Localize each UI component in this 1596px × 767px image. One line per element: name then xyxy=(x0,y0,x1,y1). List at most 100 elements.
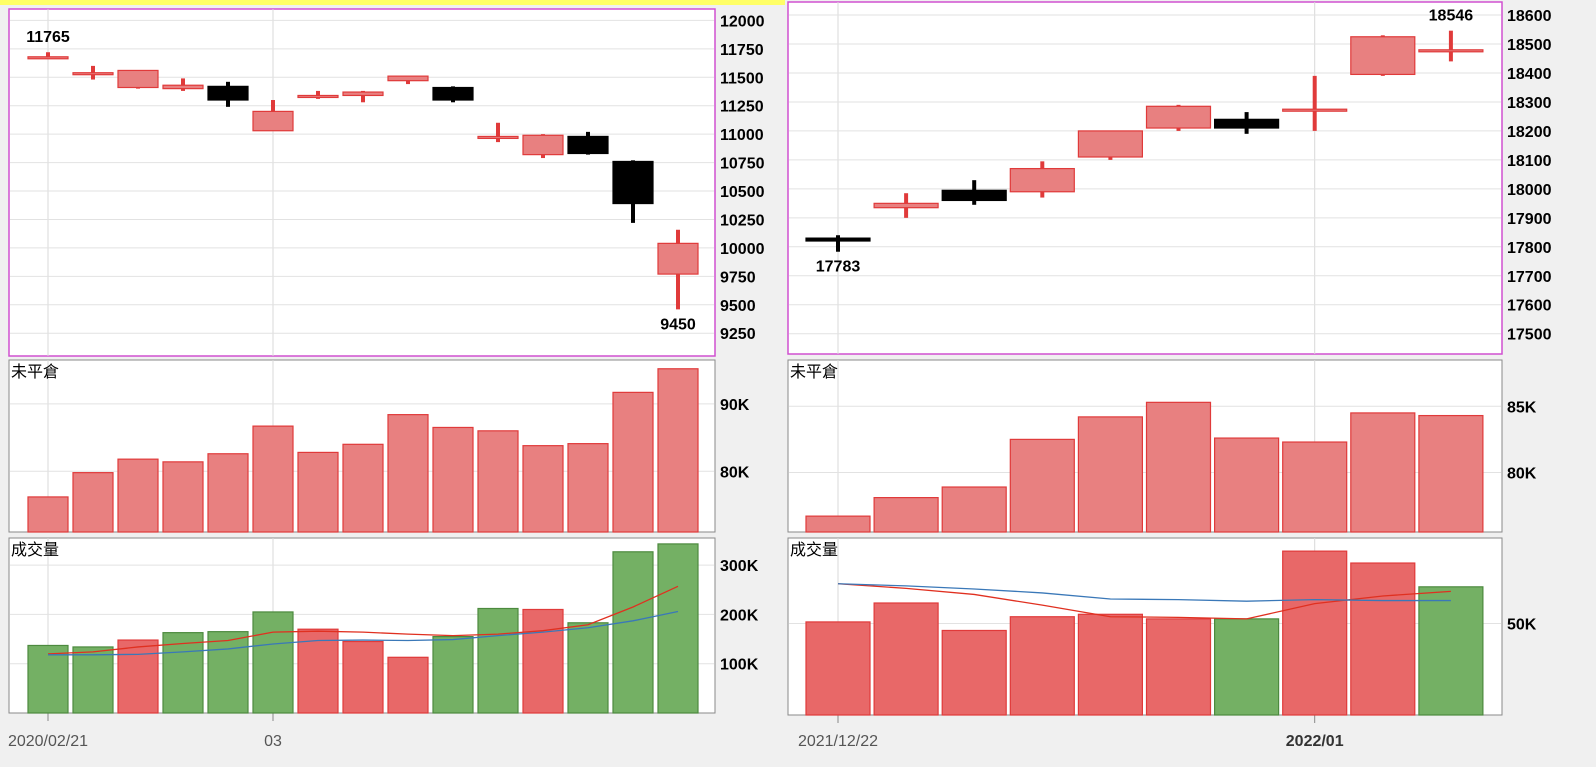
right-oi-bar-5 xyxy=(1145,401,1212,533)
right-price-ytick-0: 17500 xyxy=(1507,327,1552,344)
right-oi-ytick-0: 80K xyxy=(1507,465,1537,482)
right-candle-body-8 xyxy=(1350,36,1416,76)
left-candle-body-10 xyxy=(477,135,519,140)
right-vol-ma-blue-line xyxy=(837,583,1451,602)
left-vol-bar-5 xyxy=(252,611,294,714)
left-price-ytick-1: 9500 xyxy=(720,298,756,315)
right-oi-bar-8 xyxy=(1350,412,1416,533)
right-vol-bar-3 xyxy=(1009,616,1075,716)
left-price-ytick-11: 12000 xyxy=(720,13,765,30)
right-vol-bar-1 xyxy=(873,602,939,716)
right-oi-bar-3 xyxy=(1009,438,1075,533)
right-vol-bar-5 xyxy=(1145,618,1212,716)
right-vol-bar-2 xyxy=(941,629,1007,716)
left-price-ytick-0: 9250 xyxy=(720,326,756,343)
right-vol-ytick-0: 50K xyxy=(1507,616,1537,633)
right-oi-bar-6 xyxy=(1213,437,1280,533)
right-vol-bar-8 xyxy=(1350,562,1416,716)
left-vol-bar-11 xyxy=(522,608,564,714)
right-vol-bar-4 xyxy=(1077,613,1144,716)
left-candle-body-9 xyxy=(432,86,474,101)
left-oi-bar-5 xyxy=(252,425,294,533)
left-vol-title: 成交量 xyxy=(11,541,59,559)
left-candle-body-4 xyxy=(207,85,249,101)
left-oi-bar-11 xyxy=(522,445,564,533)
right-candle-body-0 xyxy=(805,237,871,242)
left-vol-ma-blue-line xyxy=(48,610,679,656)
left-vol-bar-7 xyxy=(342,640,384,714)
right-candle-body-5 xyxy=(1145,105,1212,129)
left-vol-bar-10 xyxy=(477,607,519,714)
right-price-ytick-10: 18500 xyxy=(1507,37,1552,54)
right-price-ytick-3: 17800 xyxy=(1507,240,1552,257)
right-candle-body-4 xyxy=(1077,130,1144,158)
right-price-ytick-6: 18100 xyxy=(1507,153,1552,170)
left-candle-body-7 xyxy=(342,91,384,97)
right-oi-bar-9 xyxy=(1418,414,1484,533)
top-highlight-strip xyxy=(0,0,785,5)
left-oi-bar-9 xyxy=(432,426,474,533)
right-oi-bar-4 xyxy=(1077,416,1144,533)
left-price-panel xyxy=(8,8,716,357)
right-candle-body-6 xyxy=(1213,118,1280,129)
left-candle-body-11 xyxy=(522,134,564,156)
left-vol-ytick-0: 100K xyxy=(720,657,759,674)
right-oi-title: 未平倉 xyxy=(790,363,838,381)
left-oi-bar-4 xyxy=(207,453,249,533)
left-vol-bar-12 xyxy=(567,622,609,714)
right-candle-body-2 xyxy=(941,189,1007,202)
right-vol-bar-7 xyxy=(1282,550,1348,716)
left-vol-bar-14 xyxy=(657,543,699,714)
left-oi-bar-6 xyxy=(297,451,339,533)
right-price-ytick-9: 18400 xyxy=(1507,66,1552,83)
right-oi-ytick-1: 85K xyxy=(1507,399,1537,416)
right-candle-body-9 xyxy=(1418,49,1484,53)
left-price-ytick-2: 9750 xyxy=(720,269,756,286)
left-oi-bar-10 xyxy=(477,430,519,533)
right-price-ytick-1: 17600 xyxy=(1507,298,1552,315)
left-xtick-label-1: 03 xyxy=(264,733,282,750)
left-oi-bar-2 xyxy=(117,458,159,533)
left-price-ytick-8: 11250 xyxy=(720,99,764,116)
left-price-ytick-7: 11000 xyxy=(720,127,764,144)
right-xtick-label-1: 2022/01 xyxy=(1286,733,1344,750)
left-candle-body-5 xyxy=(252,110,294,132)
left-oi-bar-13 xyxy=(612,391,654,533)
right-price-ytick-2: 17700 xyxy=(1507,269,1552,286)
left-price-ytick-6: 10750 xyxy=(720,156,765,173)
left-price-ytick-4: 10250 xyxy=(720,212,765,229)
left-candle-body-6 xyxy=(297,94,339,99)
right-price-ytick-4: 17900 xyxy=(1507,211,1552,228)
left-price-ytick-10: 11750 xyxy=(720,42,764,59)
left-candle-body-2 xyxy=(117,69,159,89)
left-vol-bar-4 xyxy=(207,631,249,714)
right-oi-bar-2 xyxy=(941,486,1007,533)
left-oi-bar-12 xyxy=(567,443,609,533)
left-vol-bar-0 xyxy=(27,644,69,714)
left-vol-bar-9 xyxy=(432,635,474,714)
left-candle-body-3 xyxy=(162,84,204,90)
right-xtick-label-0: 2021/12/22 xyxy=(798,733,878,750)
left-vol-bar-8 xyxy=(387,656,429,714)
left-vol-ma-red-line xyxy=(47,585,679,655)
left-price-ytick-9: 11500 xyxy=(720,70,764,87)
right-price-ytick-8: 18300 xyxy=(1507,95,1552,112)
right-price-ytick-11: 18600 xyxy=(1507,8,1552,25)
right-price-annotation-1: 18546 xyxy=(1429,8,1474,25)
left-vol-bar-3 xyxy=(162,632,204,714)
right-candle-body-7 xyxy=(1282,108,1348,112)
right-oi-bar-7 xyxy=(1282,441,1348,533)
left-candle-body-0 xyxy=(27,56,69,60)
left-oi-bar-14 xyxy=(657,368,699,533)
right-candle-body-3 xyxy=(1009,167,1075,193)
left-price-annotation-0: 11765 xyxy=(26,29,70,46)
left-oi-bar-0 xyxy=(27,496,69,533)
left-price-ytick-5: 10500 xyxy=(720,184,765,201)
right-price-annotation-0: 17783 xyxy=(816,259,861,276)
right-candle-body-1 xyxy=(873,202,939,209)
left-price-ytick-3: 10000 xyxy=(720,241,765,258)
right-vol-bar-9 xyxy=(1418,586,1484,716)
left-candle-body-1 xyxy=(72,72,114,76)
